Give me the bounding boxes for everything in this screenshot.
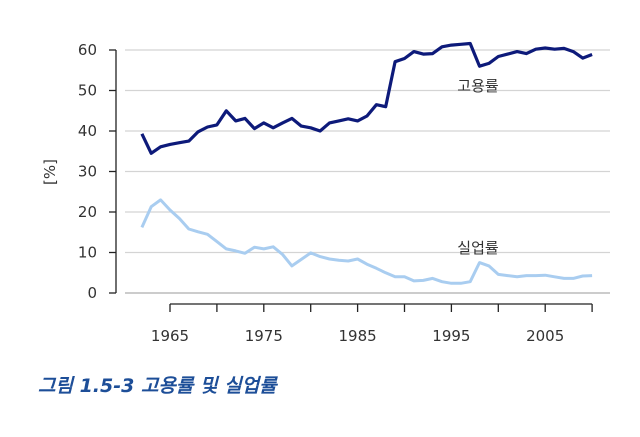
- y-tick-label: 20: [78, 203, 97, 221]
- x-tick-label: 1995: [432, 327, 470, 345]
- figure-caption: 그림 1.5-3 고용률 및 실업률: [38, 375, 277, 397]
- x-tick-label: 1965: [151, 327, 189, 345]
- y-tick-label: 60: [78, 41, 97, 59]
- y-tick-label: 40: [78, 122, 97, 140]
- series-label-employment: 고용률: [457, 77, 499, 95]
- y-tick-label: 10: [78, 244, 97, 262]
- x-tick-label: 2005: [526, 327, 564, 345]
- y-tick-label: 50: [78, 82, 97, 100]
- y-tick-label: 0: [87, 284, 97, 302]
- series-line-1: [140, 41, 593, 155]
- x-tick-label: 1985: [339, 327, 377, 345]
- series-label-unemployment: 실업률: [457, 239, 499, 257]
- y-axis-label: [%]: [41, 159, 59, 185]
- x-tick-label: 1975: [245, 327, 283, 345]
- y-tick-label: 30: [78, 163, 97, 181]
- series-line-2: [140, 198, 593, 285]
